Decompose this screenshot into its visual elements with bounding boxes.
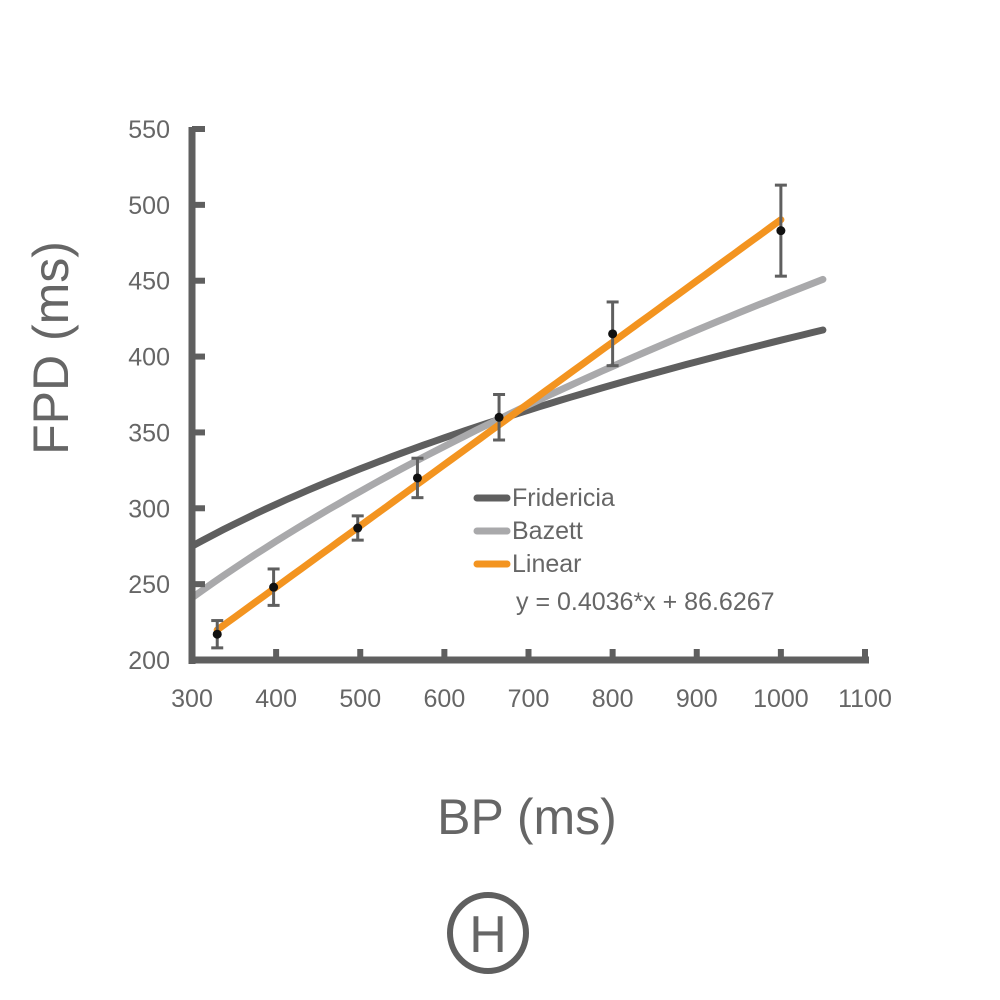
series-line-fridericia xyxy=(188,326,827,550)
legend-label-fridericia: Fridericia xyxy=(512,484,615,512)
data-points xyxy=(211,183,787,650)
panel-label-badge: H xyxy=(447,892,529,974)
x-tick-label-500: 500 xyxy=(339,685,381,713)
legend: Fridericia Bazett Linear xyxy=(473,484,615,578)
legend-label-bazett: Bazett xyxy=(512,517,583,545)
data-point-0 xyxy=(212,629,222,639)
y-tick-label-400: 400 xyxy=(128,344,170,372)
data-point-6 xyxy=(776,226,786,236)
data-point-3 xyxy=(412,473,422,483)
x-tick-label-800: 800 xyxy=(592,685,634,713)
x-tick-label-1000: 1000 xyxy=(753,685,809,713)
y-tick-label-300: 300 xyxy=(128,495,170,523)
legend-label-linear: Linear xyxy=(512,550,582,578)
y-tick-label-500: 500 xyxy=(128,192,170,220)
series-line-bazett xyxy=(188,275,827,602)
data-point-5 xyxy=(608,329,618,339)
x-axis-title: BP (ms) xyxy=(437,789,617,845)
y-axis-title: FPD (ms) xyxy=(23,241,79,455)
x-tick-label-300: 300 xyxy=(171,685,213,713)
data-point-4 xyxy=(494,412,504,422)
y-tick-label-550: 550 xyxy=(128,116,170,144)
panel-label-circle xyxy=(447,892,529,974)
y-tick-label-350: 350 xyxy=(128,419,170,447)
series-layer xyxy=(188,216,827,634)
y-tick-label-200: 200 xyxy=(128,647,170,675)
x-tick-label-700: 700 xyxy=(508,685,550,713)
regression-equation: y = 0.4036*x + 86.6267 xyxy=(516,588,775,616)
axes: 200 250 300 350 400 450 500 550 300 400 500 600 700 8… xyxy=(128,116,892,713)
panel-label-letter: H xyxy=(469,906,507,964)
x-tick-label-600: 600 xyxy=(424,685,466,713)
y-tick-label-250: 250 xyxy=(128,571,170,599)
x-tick-label-400: 400 xyxy=(255,685,297,713)
y-tick-label-450: 450 xyxy=(128,268,170,296)
x-tick-label-900: 900 xyxy=(676,685,718,713)
data-point-1 xyxy=(269,582,279,592)
data-point-2 xyxy=(353,523,363,533)
x-tick-label-1100: 1100 xyxy=(838,685,892,713)
